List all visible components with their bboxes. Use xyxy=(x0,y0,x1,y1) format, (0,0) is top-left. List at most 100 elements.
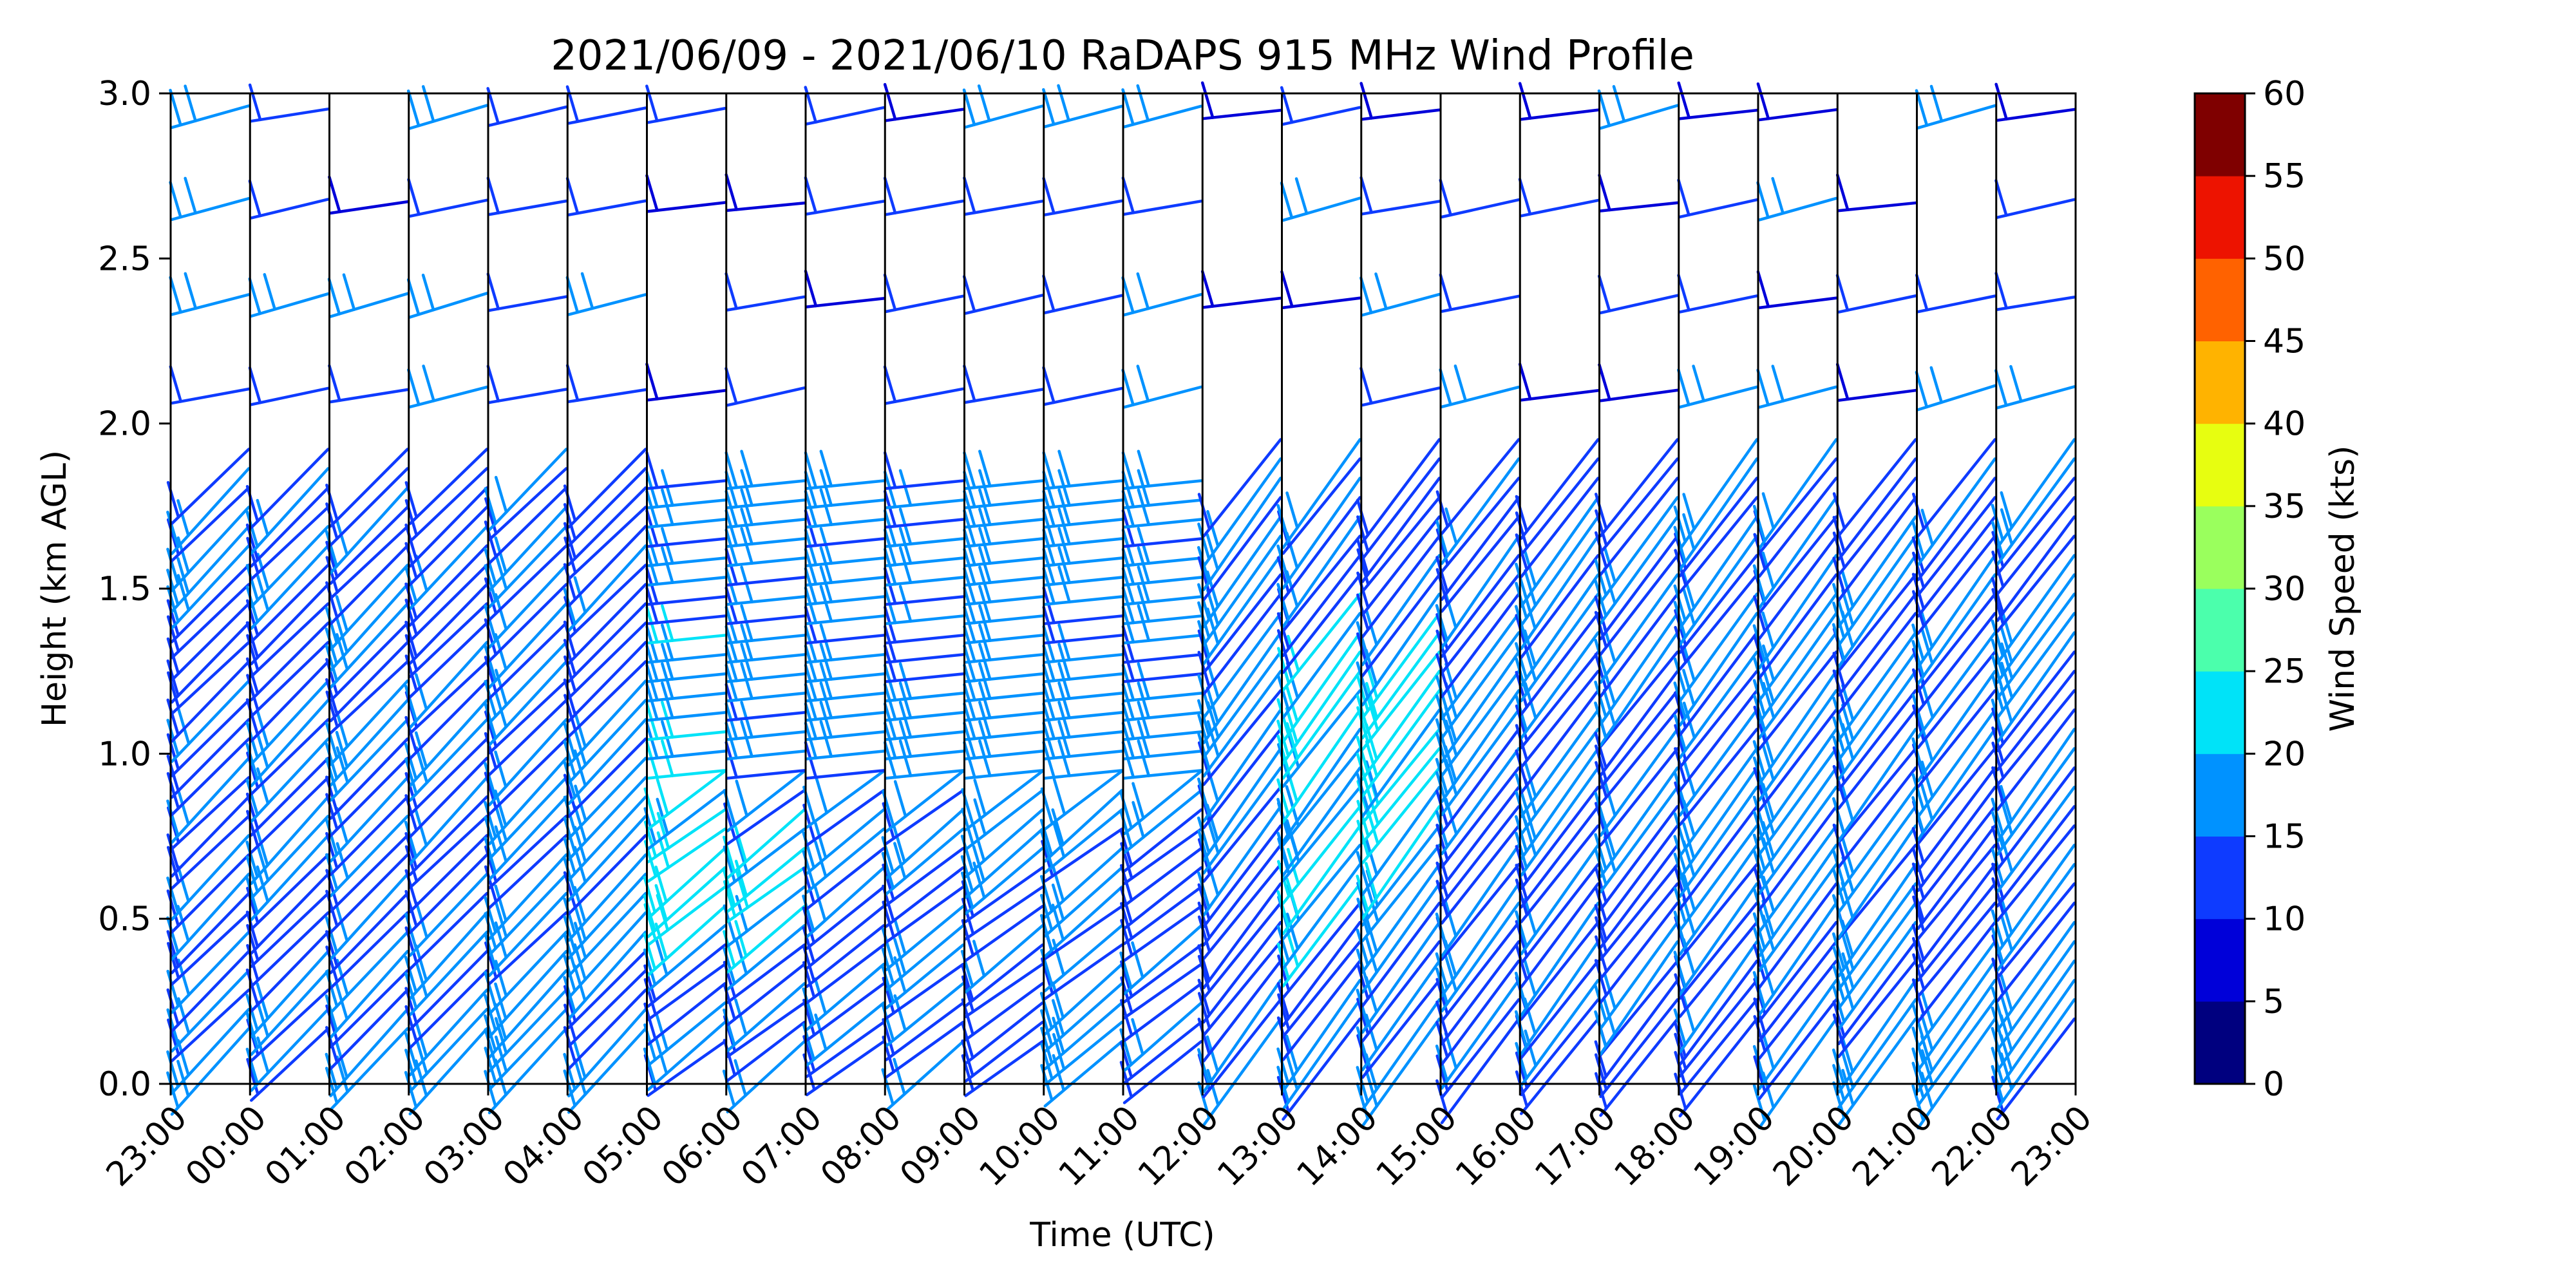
wind-barb-shaft xyxy=(567,911,647,999)
wind-barb-shaft xyxy=(1678,882,1759,996)
wind-barb-shaft xyxy=(329,950,409,1039)
wind-barb-flag xyxy=(1673,601,1687,639)
wind-barb-shaft xyxy=(1837,592,1917,697)
wind-barb-shaft xyxy=(408,1007,489,1094)
wind-barb-flag xyxy=(245,523,260,562)
wind-barb-flag xyxy=(1761,611,1775,650)
wind-barb-flag xyxy=(883,273,897,312)
colorbar-segment xyxy=(2195,918,2245,1002)
y-tick-label: 3.0 xyxy=(98,75,151,113)
wind-barb-shaft xyxy=(1917,824,1996,931)
colorbar-segment xyxy=(2195,506,2245,589)
wind-barb-flag xyxy=(404,972,418,1010)
wind-barb-flag xyxy=(176,1059,190,1098)
wind-barb-shaft xyxy=(1043,730,1124,741)
wind-barb-flag xyxy=(1359,276,1373,314)
wind-barb-flag xyxy=(734,825,748,864)
wind-barb-flag xyxy=(1841,1036,1855,1074)
wind-barb-shaft xyxy=(964,576,1044,587)
wind-barb-shaft xyxy=(1202,882,1282,990)
wind-barb-flag xyxy=(893,994,907,1032)
wind-barb-flag xyxy=(1435,568,1450,606)
wind-barb-shaft xyxy=(567,544,647,632)
wind-barb-shaft xyxy=(1837,573,1917,673)
wind-barb-shaft xyxy=(1202,650,1282,759)
wind-barb-flag xyxy=(1435,810,1449,848)
wind-barb-flag xyxy=(645,363,659,401)
wind-barb-shaft xyxy=(170,544,251,630)
wind-barb-shaft xyxy=(1996,457,2076,566)
wind-barb-shaft xyxy=(647,672,726,683)
wind-barb-shaft xyxy=(488,679,568,755)
wind-barb-shaft xyxy=(1678,535,1759,647)
wind-barb-flag xyxy=(176,788,190,826)
wind-barb-shaft xyxy=(170,583,251,659)
wind-barb-flag xyxy=(1911,1061,1925,1100)
wind-barb-shaft xyxy=(1043,386,1124,406)
wind-barb-shaft xyxy=(1996,515,2076,622)
colorbar-segment xyxy=(2195,258,2245,341)
wind-barb-flag xyxy=(573,805,587,844)
wind-barb-shaft xyxy=(250,950,330,1039)
wind-barb-flag xyxy=(1356,621,1370,659)
wind-barb-shaft xyxy=(408,448,489,526)
wind-barb-shaft xyxy=(1122,634,1203,645)
wind-barb-shaft xyxy=(1837,535,1917,647)
wind-barb-shaft xyxy=(1122,1001,1203,1072)
wind-barb-shaft xyxy=(1996,1017,2076,1121)
wind-barb-flag xyxy=(1435,880,1449,918)
wind-barb-shaft xyxy=(1043,963,1124,1036)
wind-barb-flag xyxy=(1276,1047,1290,1085)
wind-barb-shaft xyxy=(1043,943,1124,1001)
wind-barb-shaft xyxy=(170,660,251,743)
wind-barb-shaft xyxy=(1917,979,1996,1093)
wind-barb-shaft xyxy=(170,1007,251,1095)
wind-barb-shaft xyxy=(1599,805,1679,911)
wind-barb-shaft xyxy=(1361,689,1441,798)
wind-barb-flag xyxy=(1594,904,1608,942)
wind-barb-flag xyxy=(1752,756,1766,795)
wind-barb-flag xyxy=(1444,507,1458,545)
wind-barb-shaft xyxy=(1361,477,1441,583)
wind-barb-shaft xyxy=(885,963,965,1020)
wind-barb-shaft xyxy=(647,769,726,780)
wind-barb-flag xyxy=(494,553,508,591)
wind-barb-shaft xyxy=(1996,385,2076,410)
wind-barb-flag xyxy=(1682,588,1696,627)
colorbar-tick-label: 10 xyxy=(2263,900,2306,939)
wind-barb-flag xyxy=(404,831,418,870)
wind-barb-shaft xyxy=(1520,979,1600,1087)
wind-barb-shaft xyxy=(567,795,647,882)
wind-barb-flag xyxy=(563,722,576,760)
wind-barb-shaft xyxy=(1282,1017,1361,1121)
wind-barb-flag xyxy=(1603,836,1617,874)
wind-barb-shaft xyxy=(1122,672,1203,683)
wind-barb-flag xyxy=(245,485,260,523)
wind-barb-flag xyxy=(1515,562,1528,601)
wind-barb-flag xyxy=(495,1035,508,1074)
wind-barb-flag xyxy=(1197,915,1211,954)
wind-barb-flag xyxy=(1603,546,1617,584)
colorbar-tick-label: 60 xyxy=(2263,75,2306,113)
wind-barb-shaft xyxy=(1043,537,1124,548)
colorbar-tick-label: 55 xyxy=(2263,157,2306,196)
wind-barb-shaft xyxy=(1996,747,2076,856)
wind-barb-flag xyxy=(963,176,976,214)
wind-barb-shaft xyxy=(1440,844,1520,958)
wind-barb-flag xyxy=(1841,952,1855,990)
wind-barb-flag xyxy=(327,278,341,316)
wind-barb-shaft xyxy=(1202,844,1282,947)
wind-barb-shaft xyxy=(1996,960,2076,1072)
wind-barb-shaft xyxy=(1599,438,1679,538)
wind-barb-shaft xyxy=(726,576,806,587)
wind-barb-flag xyxy=(735,836,749,874)
wind-barb-flag xyxy=(176,499,190,537)
wind-barb-shaft xyxy=(329,467,409,547)
wind-barb-flag xyxy=(1761,1032,1776,1070)
wind-barb-shaft xyxy=(726,924,806,991)
wind-barb-shaft xyxy=(170,621,251,704)
wind-barb-shaft xyxy=(1282,940,1361,1038)
wind-barb-shaft xyxy=(488,815,568,889)
wind-barb-shaft xyxy=(1678,108,1759,120)
wind-barb-shaft xyxy=(250,660,330,743)
